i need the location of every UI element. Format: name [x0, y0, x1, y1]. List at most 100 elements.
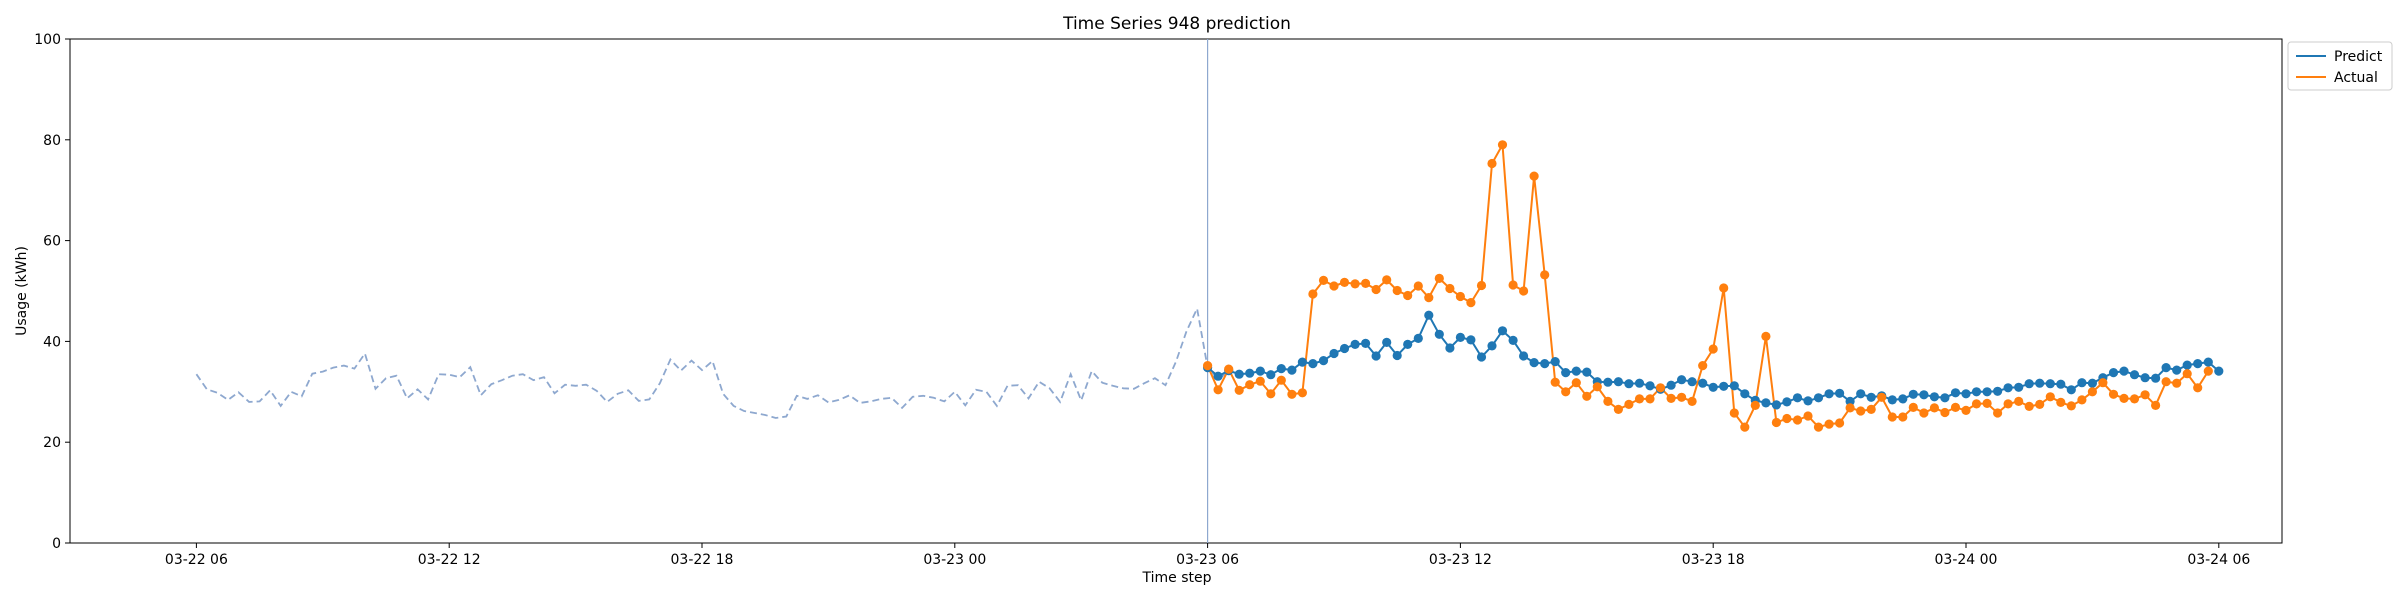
x-tick-label: 03-22 06 — [165, 552, 228, 568]
predict-point — [2056, 379, 2066, 389]
actual-point — [1613, 404, 1623, 414]
predict-point — [1645, 381, 1655, 391]
x-tick-label: 03-23 00 — [923, 552, 986, 568]
actual-point — [1845, 403, 1855, 413]
predict-point — [1276, 364, 1286, 374]
predict-point — [1971, 387, 1982, 397]
predict-point — [1350, 339, 1360, 349]
actual-point — [1950, 402, 1961, 412]
predict-point — [1287, 365, 1297, 375]
actual-point — [1392, 285, 1402, 296]
predict-point — [2151, 373, 2161, 383]
predict-point — [1582, 367, 1592, 377]
actual-point — [1813, 422, 1824, 432]
predict-point — [2214, 366, 2224, 376]
actual-point — [2172, 378, 2182, 388]
legend-label-actual: Actual — [2334, 70, 2378, 86]
actual-point — [1413, 281, 1423, 291]
predict-point — [1550, 357, 1560, 367]
x-axis-label: Time step — [1142, 570, 1212, 586]
actual-point — [1266, 389, 1276, 399]
actual-point — [1371, 284, 1381, 295]
x-axis: 03-22 06 03-22 12 03-22 18 03-23 00 03-23 06… — [165, 543, 2250, 568]
actual-point — [1466, 298, 1476, 308]
actual-point — [1508, 280, 1518, 290]
series-points-actual — [1203, 140, 2213, 432]
actual-point — [1750, 400, 1760, 410]
predict-point — [1561, 368, 1571, 378]
predict-point — [2003, 383, 2013, 393]
actual-point — [1919, 408, 1929, 418]
predict-point — [1339, 343, 1350, 354]
actual-point — [1687, 396, 1697, 406]
actual-point — [1677, 392, 1687, 402]
actual-point — [1297, 388, 1307, 398]
predict-point — [2066, 385, 2076, 395]
predict-point — [1761, 398, 1771, 408]
y-tick-label: 0 — [52, 536, 61, 552]
predict-point — [1424, 310, 1434, 320]
predict-point — [1392, 350, 1402, 361]
actual-point — [2014, 396, 2024, 406]
predict-point — [2172, 365, 2182, 375]
predict-point — [2035, 378, 2045, 388]
actual-point — [2108, 389, 2119, 399]
predict-point — [2129, 370, 2140, 380]
actual-point — [1350, 279, 1360, 289]
actual-point — [1424, 293, 1434, 303]
actual-point — [1929, 403, 1939, 413]
y-tick-label: 100 — [34, 32, 61, 48]
predict-point — [1361, 338, 1371, 348]
predict-point — [1382, 337, 1392, 347]
predict-point — [1497, 326, 1508, 336]
actual-point — [1445, 283, 1455, 294]
predict-point — [2045, 379, 2055, 389]
actual-point — [2203, 366, 2213, 376]
predict-point — [1982, 387, 1992, 397]
y-tick-label: 20 — [43, 435, 61, 451]
actual-point — [1856, 406, 1866, 416]
y-axis-label: Usage (kWh) — [14, 246, 30, 336]
predict-point — [2077, 378, 2087, 388]
predict-point — [1434, 329, 1444, 339]
actual-point — [1497, 140, 1508, 150]
predict-point — [1529, 358, 1539, 368]
predict-point — [1792, 393, 1803, 403]
predict-point — [1813, 393, 1824, 403]
predict-point — [1908, 389, 1918, 399]
x-tick-label: 03-24 06 — [2187, 552, 2250, 568]
actual-point — [1803, 411, 1813, 421]
predict-point — [1708, 382, 1718, 392]
actual-point — [1982, 398, 1992, 408]
predict-point — [1508, 335, 1518, 345]
actual-point — [1645, 394, 1655, 404]
actual-point — [2077, 395, 2087, 405]
actual-point — [1824, 419, 1834, 429]
actual-point — [1550, 377, 1560, 387]
predict-point — [2119, 366, 2129, 376]
predict-point — [2161, 363, 2171, 373]
predict-point — [1487, 341, 1497, 351]
predict-point — [1603, 377, 1613, 387]
predict-point — [1740, 389, 1750, 399]
predict-point — [2193, 359, 2203, 369]
actual-point — [2003, 399, 2013, 409]
actual-point — [1698, 361, 1708, 371]
x-tick-label: 03-24 00 — [1935, 552, 1998, 568]
predict-point — [1856, 389, 1866, 399]
actual-point — [1487, 158, 1497, 169]
predict-point — [1519, 351, 1529, 361]
predict-point — [1677, 375, 1687, 385]
actual-point — [1224, 364, 1234, 374]
predict-point — [1887, 395, 1897, 405]
plot-frame — [69, 38, 2283, 544]
predict-point — [1245, 368, 1255, 378]
actual-point — [2140, 390, 2150, 400]
actual-point — [1993, 408, 2003, 418]
series-line-history — [195, 305, 1230, 419]
actual-point — [2129, 394, 2140, 404]
actual-point — [1339, 277, 1350, 287]
y-tick-label: 60 — [43, 234, 61, 250]
